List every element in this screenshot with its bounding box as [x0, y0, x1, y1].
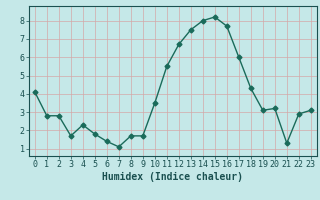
X-axis label: Humidex (Indice chaleur): Humidex (Indice chaleur)	[102, 172, 243, 182]
